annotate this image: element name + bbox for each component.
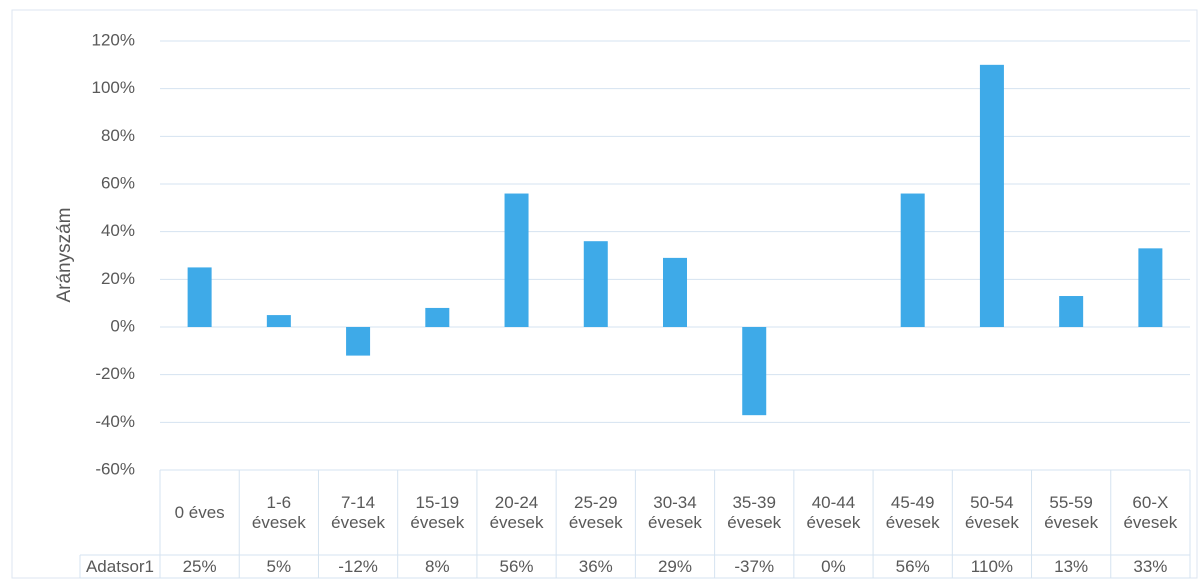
y-tick-label: 0% xyxy=(110,316,135,335)
value-cell: 110% xyxy=(970,556,1014,576)
category-cell: 1-6 évesek xyxy=(251,492,306,532)
category-cell: 55-59 évesek xyxy=(1044,492,1099,532)
value-cell: 8% xyxy=(425,556,450,576)
category-cell: 15-19 évesek xyxy=(410,492,465,532)
category-cell: 20-24 évesek xyxy=(489,492,544,532)
series-name: Adatsor1 xyxy=(85,556,155,576)
y-tick-label: -60% xyxy=(95,459,135,478)
bar xyxy=(425,307,450,327)
category-cell: 35-39 évesek xyxy=(727,492,782,532)
value-cell: 56% xyxy=(895,556,930,576)
bar xyxy=(187,267,212,327)
value-cell: 33% xyxy=(1133,556,1168,576)
value-cell: 56% xyxy=(499,556,534,576)
y-tick-label: 80% xyxy=(101,126,135,145)
y-tick-label: 100% xyxy=(92,78,135,97)
bar xyxy=(663,257,687,327)
category-cell: 7-14 évesek xyxy=(331,492,385,532)
value-cell: 36% xyxy=(578,556,613,576)
y-tick-label: 20% xyxy=(101,269,135,288)
value-cell: -37% xyxy=(734,556,775,576)
category-cell: 30-34 évesek xyxy=(648,492,702,532)
value-cell: 25% xyxy=(182,556,217,576)
y-axis-title: Arányszám xyxy=(54,207,75,302)
category-cell: 50-54 évesek xyxy=(964,492,1019,532)
bar xyxy=(504,193,529,327)
bar xyxy=(583,241,608,327)
value-cell: 29% xyxy=(657,556,692,576)
y-tick-label: 120% xyxy=(92,30,135,49)
value-cell: 13% xyxy=(1054,556,1089,576)
value-cell: 0% xyxy=(821,556,846,576)
category-cell: 0 éves xyxy=(174,502,225,522)
category-cell: 45-49 évesek xyxy=(885,492,940,532)
value-cell: 5% xyxy=(266,556,292,576)
y-tick-label: 60% xyxy=(101,173,135,192)
y-tick-label: -20% xyxy=(95,364,135,383)
bar xyxy=(979,64,1004,327)
bar xyxy=(1138,248,1163,327)
y-tick-label: -40% xyxy=(95,412,135,431)
category-cell: 25-29 évesek xyxy=(568,492,623,532)
bar xyxy=(266,315,291,327)
value-cell: -12% xyxy=(338,556,378,576)
bar xyxy=(346,327,371,356)
bar xyxy=(742,327,767,416)
category-cell: 40-44 évesek xyxy=(806,492,861,532)
y-tick-label: 40% xyxy=(101,221,135,240)
bar xyxy=(900,193,925,327)
category-cell: 60-X évesek xyxy=(1123,492,1178,532)
bar xyxy=(1059,296,1084,327)
